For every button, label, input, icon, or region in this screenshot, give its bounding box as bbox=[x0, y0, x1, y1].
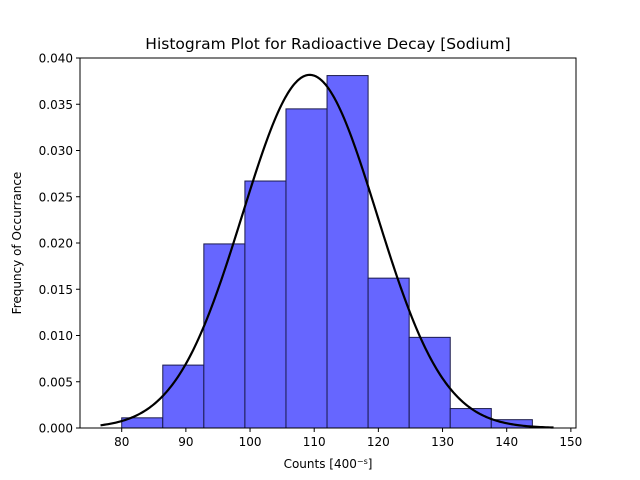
histogram-bars bbox=[121, 75, 533, 429]
x-axis-label-base: Counts [400 bbox=[284, 457, 357, 471]
histogram-bar-2 bbox=[162, 364, 205, 429]
x-axis-label-close: ] bbox=[368, 457, 373, 471]
x-tick-label: 150 bbox=[559, 435, 582, 449]
x-axis-label: Counts [400−s] bbox=[284, 457, 373, 472]
chart-title: Histogram Plot for Radioactive Decay [So… bbox=[145, 35, 510, 53]
y-tick-label: 0.025 bbox=[39, 190, 73, 204]
fit-curve-group bbox=[100, 73, 554, 429]
x-tick-label: 120 bbox=[367, 435, 390, 449]
y-tick-label: 0.015 bbox=[39, 283, 73, 297]
y-tick-label: 0.000 bbox=[39, 422, 73, 436]
histogram-bar-5 bbox=[285, 108, 328, 429]
x-tick-label: 140 bbox=[495, 435, 518, 449]
x-axis-label-superscript: −s bbox=[357, 457, 368, 466]
y-axis-ticks: 0.000 0.005 0.010 0.015 0.020 0.025 0.030 0.035… bbox=[39, 52, 80, 436]
y-axis-label: Frequncy of Occurrance bbox=[10, 172, 24, 315]
x-tick-label: 90 bbox=[178, 435, 193, 449]
x-tick-label: 110 bbox=[303, 435, 326, 449]
y-tick-label: 0.035 bbox=[39, 98, 73, 112]
histogram-bar-7 bbox=[367, 277, 410, 429]
x-axis-ticks: 80 90 100 110 120 130 140 150 bbox=[114, 428, 582, 449]
normal-fit-curve bbox=[100, 73, 554, 429]
histogram-bar-9 bbox=[449, 408, 492, 429]
y-tick-label: 0.030 bbox=[39, 144, 73, 158]
histogram-bar-4 bbox=[244, 180, 287, 429]
y-tick-label: 0.010 bbox=[39, 329, 73, 343]
y-tick-label: 0.020 bbox=[39, 237, 73, 251]
y-tick-label: 0.005 bbox=[39, 375, 73, 389]
histogram-bar-8 bbox=[408, 336, 451, 429]
x-tick-label: 80 bbox=[114, 435, 129, 449]
x-tick-label: 100 bbox=[239, 435, 262, 449]
x-tick-label: 130 bbox=[431, 435, 454, 449]
y-tick-label: 0.040 bbox=[39, 52, 73, 66]
